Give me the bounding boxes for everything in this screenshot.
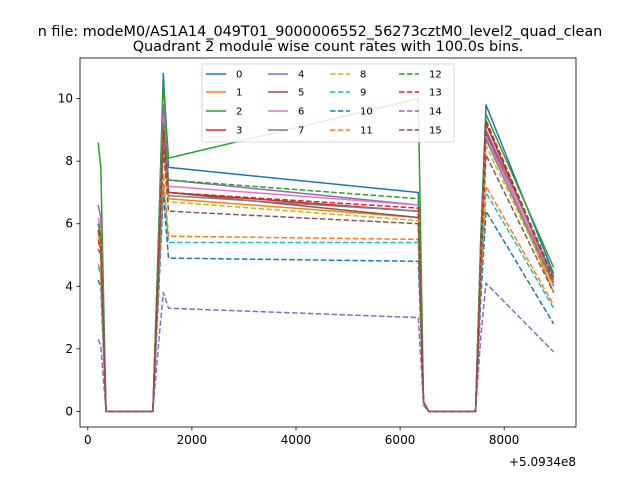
legend-label-9: 9 (360, 88, 366, 99)
y-tick-label: 6 (65, 217, 73, 231)
chart-title: Quadrant 2 module wise count rates with … (133, 39, 524, 55)
series-line-15 (97, 147, 555, 413)
y-axis: 0 2 4 6 8 10 (58, 92, 80, 418)
legend-label-3: 3 (236, 126, 242, 137)
legend-label-7: 7 (298, 126, 304, 137)
x-tick-label: 6000 (385, 433, 416, 447)
legend-label-8: 8 (360, 70, 366, 81)
legend-frame (201, 63, 455, 143)
y-tick-label: 0 (65, 404, 73, 418)
legend-label-10: 10 (360, 107, 373, 118)
series-layer (97, 72, 555, 413)
x-tick-label: 4000 (281, 433, 312, 447)
legend-label-0: 0 (236, 70, 242, 81)
legend-label-2: 2 (236, 107, 242, 118)
x-tick-label: 8000 (489, 433, 520, 447)
legend-label-1: 1 (236, 88, 242, 99)
x-axis: 0 2000 4000 6000 8000 (84, 427, 519, 447)
y-tick-label: 4 (65, 279, 73, 293)
x-offset-label: +5.0934e8 (509, 455, 576, 469)
x-tick-label: 2000 (177, 433, 208, 447)
chart-suptitle: n file: modeM0/AS1A14_049T01_9000006552_… (38, 24, 603, 40)
legend-label-15: 15 (429, 126, 442, 137)
series-line-14 (97, 282, 555, 413)
legend-label-13: 13 (429, 88, 442, 99)
legend-label-11: 11 (360, 126, 373, 137)
legend-label-5: 5 (298, 88, 304, 99)
y-tick-label: 8 (65, 154, 73, 168)
y-tick-label: 2 (65, 342, 73, 356)
plot-frame (79, 57, 577, 428)
legend-label-6: 6 (298, 107, 304, 118)
legend-label-4: 4 (298, 70, 304, 81)
legend-label-14: 14 (429, 107, 442, 118)
legend-label-12: 12 (429, 70, 442, 81)
y-tick-label: 10 (58, 92, 73, 106)
x-tick-label: 0 (84, 433, 92, 447)
